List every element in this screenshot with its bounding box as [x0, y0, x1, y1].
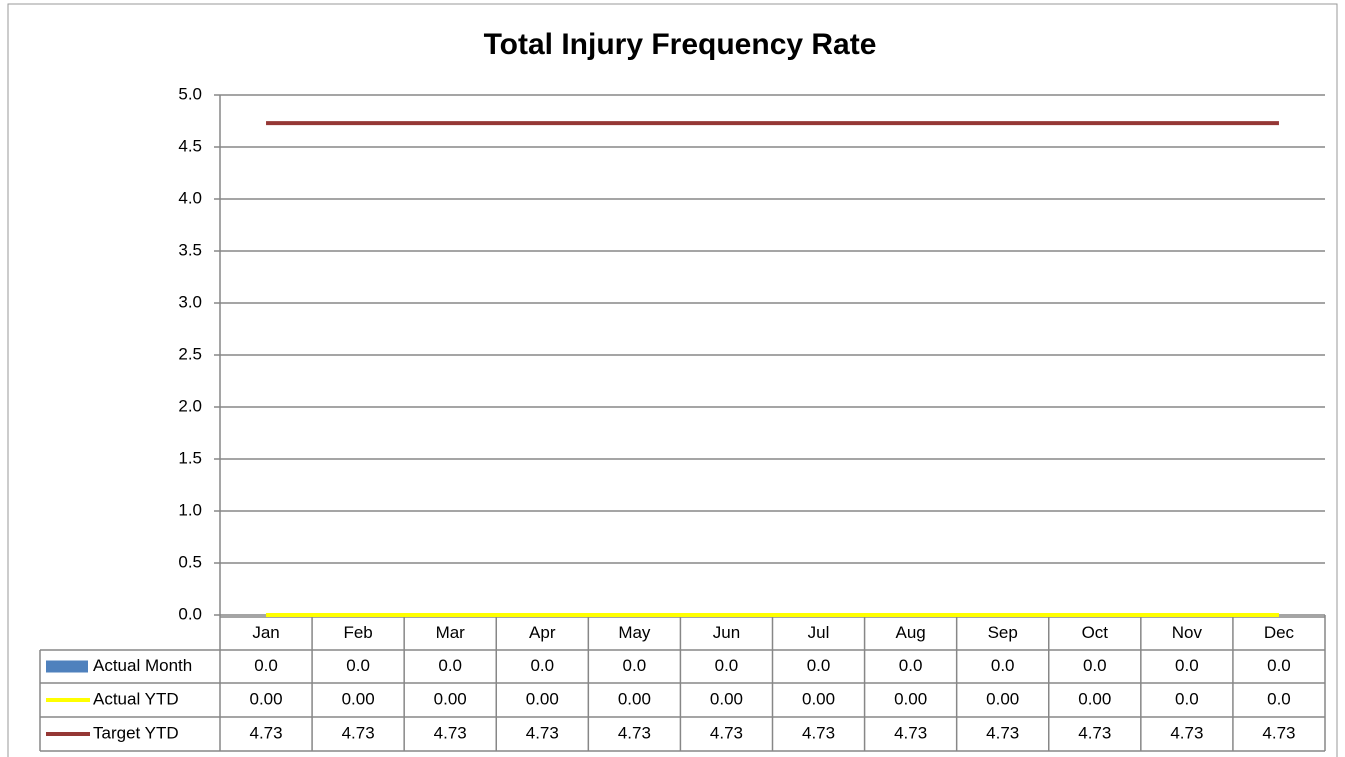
table-value: 4.73: [710, 723, 743, 742]
y-tick-label: 1.0: [178, 500, 202, 519]
table-value: 4.73: [342, 723, 375, 742]
table-value: 0.0: [1083, 656, 1107, 675]
table-value: 0.00: [434, 689, 467, 708]
table-value: 0.0: [1267, 689, 1291, 708]
table-value: 4.73: [894, 723, 927, 742]
y-tick-label: 3.0: [178, 292, 202, 311]
y-tick-label: 2.0: [178, 396, 202, 415]
table-value: 0.0: [530, 656, 554, 675]
table-value: 0.00: [894, 689, 927, 708]
table-value: 0.0: [346, 656, 370, 675]
table-value: 4.73: [1078, 723, 1111, 742]
table-value: 0.0: [1267, 656, 1291, 675]
table-value: 0.0: [438, 656, 462, 675]
chart-title: Total Injury Frequency Rate: [484, 28, 877, 61]
y-tick-label: 4.5: [178, 136, 202, 155]
y-tick-label: 0.5: [178, 552, 202, 571]
table-value: 4.73: [434, 723, 467, 742]
table-value: 0.00: [1078, 689, 1111, 708]
chart-frame: [7, 3, 1338, 757]
table-value: 0.00: [342, 689, 375, 708]
y-tick-label: 4.0: [178, 188, 202, 207]
table-value: 4.73: [802, 723, 835, 742]
x-tick-label: Jul: [808, 623, 830, 642]
x-tick-label: Feb: [343, 623, 372, 642]
legend-key: [46, 660, 88, 673]
y-tick-label: 5.0: [178, 84, 202, 103]
x-tick-label: Aug: [896, 623, 926, 642]
table-value: 0.0: [1175, 689, 1199, 708]
x-tick-label: Apr: [529, 623, 556, 642]
table-value: 0.0: [991, 656, 1015, 675]
y-tick-label: 1.5: [178, 448, 202, 467]
x-tick-label: Jan: [252, 623, 279, 642]
table-value: 0.00: [526, 689, 559, 708]
table-value: 4.73: [1262, 723, 1295, 742]
legend-label: Target YTD: [93, 723, 179, 742]
table-value: 0.0: [1175, 656, 1199, 675]
table-value: 0.0: [254, 656, 278, 675]
table-value: 0.0: [623, 656, 647, 675]
table-value: 0.0: [899, 656, 923, 675]
table-value: 0.00: [802, 689, 835, 708]
table-value: 0.00: [618, 689, 651, 708]
table-value: 0.00: [249, 689, 282, 708]
x-tick-label: Dec: [1264, 623, 1295, 642]
table-value: 0.0: [715, 656, 739, 675]
table-value: 0.0: [807, 656, 831, 675]
y-tick-label: 3.5: [178, 240, 202, 259]
legend-label: Actual YTD: [93, 689, 179, 708]
legend-label: Actual Month: [93, 656, 192, 675]
x-tick-label: Mar: [436, 623, 466, 642]
x-tick-label: Jun: [713, 623, 740, 642]
x-tick-label: May: [618, 623, 651, 642]
x-tick-label: Nov: [1172, 623, 1203, 642]
x-tick-label: Oct: [1082, 623, 1109, 642]
table-value: 0.00: [710, 689, 743, 708]
table-value: 4.73: [249, 723, 282, 742]
table-value: 4.73: [986, 723, 1019, 742]
table-value: 0.00: [986, 689, 1019, 708]
x-tick-label: Sep: [988, 623, 1018, 642]
table-value: 4.73: [1170, 723, 1203, 742]
y-tick-label: 2.5: [178, 344, 202, 363]
y-tick-label: 0.0: [178, 604, 202, 623]
table-value: 4.73: [526, 723, 559, 742]
table-value: 4.73: [618, 723, 651, 742]
